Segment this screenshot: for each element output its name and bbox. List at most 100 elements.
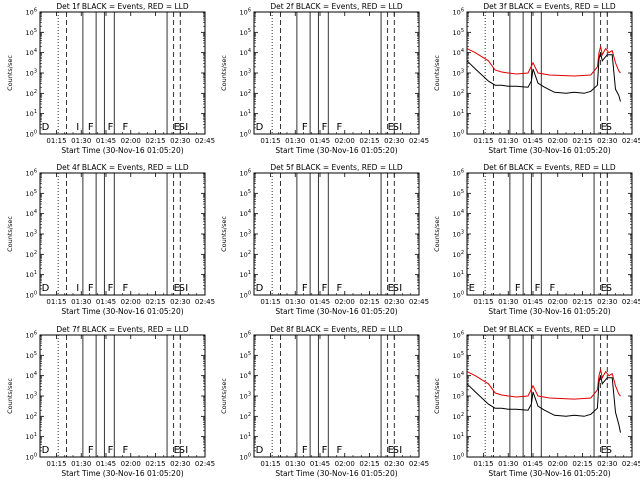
y-tick-exponent: 1 [248, 432, 251, 438]
event-marker-label: E [601, 445, 607, 456]
x-tick-label: 02:30 [170, 460, 190, 468]
x-tick-label: 02:00 [335, 298, 355, 306]
y-axis-label: Counts/sec [220, 216, 228, 252]
y-tick-label: 104 [240, 371, 251, 380]
y-tick-exponent: 0 [248, 453, 251, 459]
x-axis-label: Start Time (30-Nov-16 01:05:20) [488, 146, 610, 155]
x-tick-label: 01:30 [498, 298, 518, 306]
event-marker-label: E [469, 283, 475, 294]
x-axis-label: Start Time (30-Nov-16 01:05:20) [275, 469, 397, 478]
y-tick-label: 101 [26, 109, 37, 118]
event-marker-label: E [601, 122, 607, 133]
event-marker-label: E [388, 445, 394, 456]
event-marker-label: F [123, 283, 129, 294]
y-tick-label: 101 [453, 432, 464, 441]
y-tick-exponent: 2 [248, 89, 251, 95]
x-tick-label: 01:15 [46, 137, 66, 145]
x-tick-label: 01:15 [473, 298, 493, 306]
x-tick-label: 02:45 [409, 460, 429, 468]
x-tick-label: 02:30 [170, 137, 190, 145]
y-tick-exponent: 1 [34, 270, 37, 276]
event-marker-label: F [322, 283, 328, 294]
y-tick-label: 104 [453, 209, 464, 218]
x-tick-label: 02:00 [121, 137, 141, 145]
panel-title: Det 8f BLACK = Events, RED = LLD [270, 325, 403, 334]
y-tick-exponent: 4 [34, 48, 37, 54]
y-tick-label: 101 [453, 270, 464, 279]
x-tick-label: 02:30 [384, 460, 404, 468]
x-tick-label: 02:45 [622, 298, 640, 306]
event-marker-label: F [337, 445, 343, 456]
y-axis-label: Counts/sec [6, 216, 14, 252]
event-marker-label: F [108, 445, 114, 456]
event-marker-label: F [515, 283, 521, 294]
y-tick-label: 105 [240, 28, 251, 37]
y-tick-exponent: 4 [461, 371, 464, 377]
x-tick-label: 02:00 [548, 460, 568, 468]
event-marker-label: F [337, 283, 343, 294]
panel-title: Det 1f BLACK = Events, RED = LLD [56, 2, 189, 11]
y-tick-label: 100 [26, 453, 37, 462]
y-tick-exponent: 1 [248, 270, 251, 276]
y-tick-exponent: 2 [34, 412, 37, 418]
x-tick-label: 01:45 [96, 298, 116, 306]
event-marker-label: S [606, 283, 612, 294]
x-tick-label: 02:45 [622, 137, 640, 145]
y-tick-exponent: 3 [34, 69, 37, 75]
y-tick-label: 102 [453, 250, 464, 259]
event-marker-label: I [76, 283, 79, 294]
x-tick-label: 01:30 [498, 137, 518, 145]
panel-title: Det 3f BLACK = Events, RED = LLD [483, 2, 616, 11]
event-marker-label: E [174, 283, 180, 294]
x-tick-label: 02:15 [359, 137, 379, 145]
y-tick-label: 106 [453, 169, 464, 178]
x-axis-label: Start Time (30-Nov-16 01:05:20) [488, 469, 610, 478]
x-tick-label: 02:15 [145, 460, 165, 468]
event-marker-label: E [601, 283, 607, 294]
y-tick-exponent: 0 [461, 453, 464, 459]
x-tick-label: 01:15 [46, 460, 66, 468]
x-tick-label: 01:45 [523, 137, 543, 145]
y-tick-exponent: 1 [461, 109, 464, 115]
y-tick-label: 100 [240, 130, 251, 139]
series-line [466, 375, 621, 433]
y-tick-label: 104 [240, 48, 251, 57]
event-marker-label: F [550, 283, 556, 294]
y-tick-exponent: 2 [461, 412, 464, 418]
x-tick-label: 02:45 [622, 460, 640, 468]
y-tick-label: 100 [240, 453, 251, 462]
y-tick-exponent: 2 [34, 250, 37, 256]
x-tick-label: 01:30 [285, 298, 305, 306]
event-marker-label: E [174, 445, 180, 456]
y-tick-exponent: 5 [34, 351, 37, 357]
event-marker-label: E [388, 283, 394, 294]
event-marker-label: S [393, 283, 399, 294]
y-tick-exponent: 0 [461, 291, 464, 297]
event-marker-label: F [302, 445, 308, 456]
panel-title: Det 9f BLACK = Events, RED = LLD [483, 325, 616, 334]
x-tick-label: 01:45 [523, 460, 543, 468]
y-tick-exponent: 2 [248, 412, 251, 418]
y-tick-exponent: 1 [248, 109, 251, 115]
y-tick-label: 101 [240, 432, 251, 441]
x-tick-label: 01:30 [285, 137, 305, 145]
x-tick-label: 01:45 [310, 137, 330, 145]
y-tick-exponent: 4 [34, 209, 37, 215]
y-tick-label: 105 [240, 351, 251, 360]
y-tick-label: 106 [453, 8, 464, 17]
y-tick-label: 104 [453, 48, 464, 57]
y-tick-label: 103 [240, 69, 251, 78]
event-marker-label: F [302, 283, 308, 294]
y-tick-exponent: 5 [34, 189, 37, 195]
panel-title: Det 2f BLACK = Events, RED = LLD [270, 2, 403, 11]
y-tick-label: 103 [26, 69, 37, 78]
x-tick-label: 02:15 [359, 298, 379, 306]
y-tick-exponent: 6 [461, 169, 464, 175]
y-tick-label: 106 [26, 169, 37, 178]
y-tick-label: 100 [453, 453, 464, 462]
x-tick-label: 02:30 [597, 460, 617, 468]
y-tick-label: 104 [26, 48, 37, 57]
series-line [466, 46, 621, 77]
event-marker-label: D [256, 122, 264, 133]
event-marker-label: F [535, 283, 541, 294]
